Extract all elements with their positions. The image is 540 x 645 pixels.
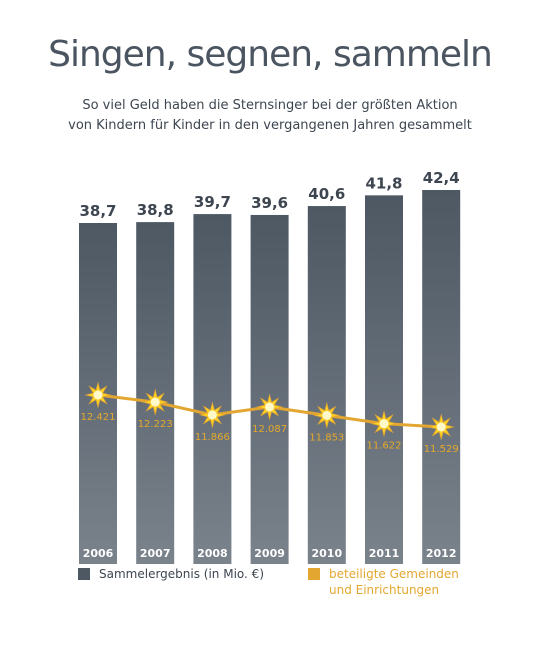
line-marker-2009: [256, 393, 284, 421]
line-value-label-2006: 12.421: [81, 412, 116, 423]
line-value-label-2011: 11.622: [367, 441, 402, 452]
legend-item-bars: Sammelergebnis (in Mio. €): [78, 566, 264, 582]
subtitle-line-2: von Kindern für Kinder in den vergangene…: [68, 118, 472, 133]
bar-2009: [250, 214, 289, 565]
line-marker-2010: [313, 401, 341, 429]
bar-2008: [193, 214, 232, 564]
bar-2011: [365, 195, 403, 564]
bar-2012: [422, 190, 461, 564]
bar-value-label-2009: 39,6: [251, 194, 288, 212]
legend: Sammelergebnis (in Mio. €) beteiligte Ge…: [0, 566, 540, 616]
line-value-label-2012: 11.529: [424, 444, 459, 455]
year-label-2006: 2006: [83, 547, 114, 560]
bar-value-label-2006: 38,7: [79, 202, 116, 220]
bar-value-labels: 38,7 38,8 39,7 39,6 40,6 41,8 42,4: [79, 169, 459, 220]
bar-group: [79, 190, 461, 565]
year-label-2012: 2012: [426, 547, 457, 560]
legend-label-bars: Sammelergebnis (in Mio. €): [99, 567, 264, 581]
year-label-2007: 2007: [140, 547, 171, 560]
year-labels: 2006 2007 2008 2009 2010 2011 2012: [83, 547, 457, 560]
line-marker-2011: [370, 410, 398, 438]
legend-item-line: beteiligte Gemeinden und Einrichtungen: [308, 566, 459, 598]
participants-line-group: 12.421 12.223 11.866 12.087 11.853 11.622 11.5…: [81, 381, 459, 455]
year-label-2010: 2010: [311, 547, 342, 560]
line-value-label-2007: 12.223: [138, 419, 173, 430]
bar-value-label-2010: 40,6: [308, 185, 345, 203]
line-marker-2006: [84, 381, 112, 409]
bar-value-label-2007: 38,8: [137, 201, 174, 219]
year-label-2008: 2008: [197, 547, 228, 560]
bar-2010: [307, 206, 346, 564]
bar-value-label-2011: 41,8: [365, 174, 402, 192]
line-value-label-2010: 11.853: [309, 432, 344, 443]
subtitle-line-1: So viel Geld haben die Sternsinger bei d…: [82, 98, 458, 113]
line-value-label-2008: 11.866: [195, 432, 230, 443]
year-label-2009: 2009: [254, 547, 285, 560]
year-label-2011: 2011: [369, 547, 400, 560]
chart-subtitle: So viel Geld haben die Sternsinger bei d…: [0, 96, 540, 136]
bar-value-label-2008: 39,7: [194, 193, 231, 211]
legend-swatch-bars: [78, 568, 90, 580]
legend-label-line: beteiligte Gemeinden und Einrichtungen: [329, 567, 459, 597]
legend-swatch-line: [308, 568, 320, 580]
line-marker-2007: [141, 388, 169, 416]
line-marker-2008: [198, 401, 226, 429]
line-value-label-2009: 12.087: [252, 424, 287, 435]
bar-value-label-2012: 42,4: [423, 169, 460, 187]
chart-title: Singen, segnen, sammeln: [48, 34, 493, 75]
line-marker-2012: [427, 413, 455, 441]
